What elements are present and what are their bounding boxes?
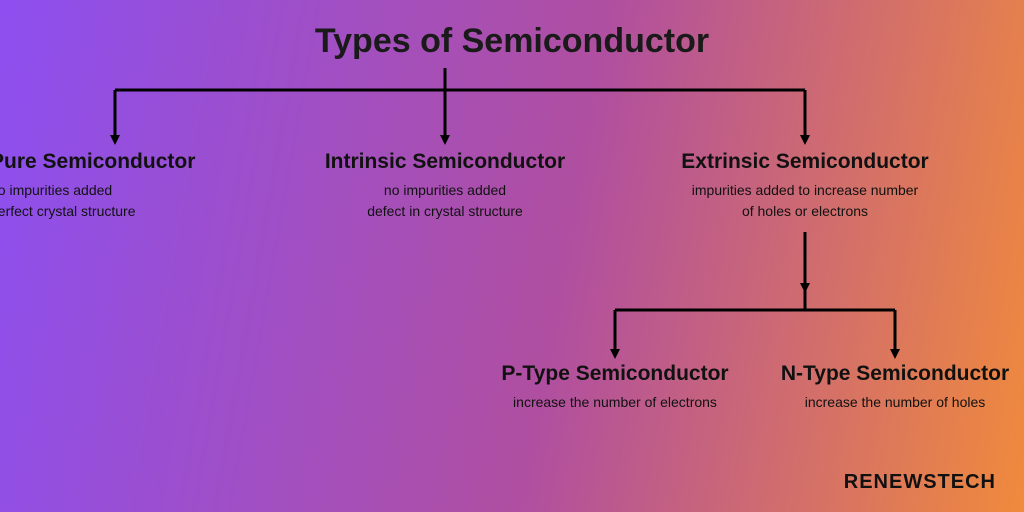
- node-extrinsic-title: Extrinsic Semiconductor: [645, 150, 965, 174]
- node-ptype: P-Type Semiconductor increase the number…: [465, 362, 765, 413]
- node-ntype: N-Type Semiconductor increase the number…: [755, 362, 1024, 413]
- node-pure-desc: no impurities added perfect crystal stru…: [0, 180, 250, 222]
- node-ptype-desc: increase the number of electrons: [465, 392, 765, 413]
- watermark: RENEWSTECH: [844, 471, 996, 494]
- node-intrinsic-desc: no impurities added defect in crystal st…: [295, 180, 595, 222]
- node-pure: Pure Semiconductor no impurities added p…: [0, 150, 250, 222]
- node-ntype-title: N-Type Semiconductor: [755, 362, 1024, 386]
- node-extrinsic: Extrinsic Semiconductor impurities added…: [645, 150, 965, 222]
- node-intrinsic: Intrinsic Semiconductor no impurities ad…: [295, 150, 595, 222]
- connector-lines: [0, 0, 1024, 512]
- page-title: Types of Semiconductor: [0, 22, 1024, 61]
- node-extrinsic-desc: impurities added to increase number of h…: [645, 180, 965, 222]
- node-intrinsic-title: Intrinsic Semiconductor: [295, 150, 595, 174]
- node-pure-title: Pure Semiconductor: [0, 150, 250, 174]
- diagram-canvas: Types of Semiconductor Pure Semiconducto…: [0, 0, 1024, 512]
- node-ptype-title: P-Type Semiconductor: [465, 362, 765, 386]
- node-ntype-desc: increase the number of holes: [755, 392, 1024, 413]
